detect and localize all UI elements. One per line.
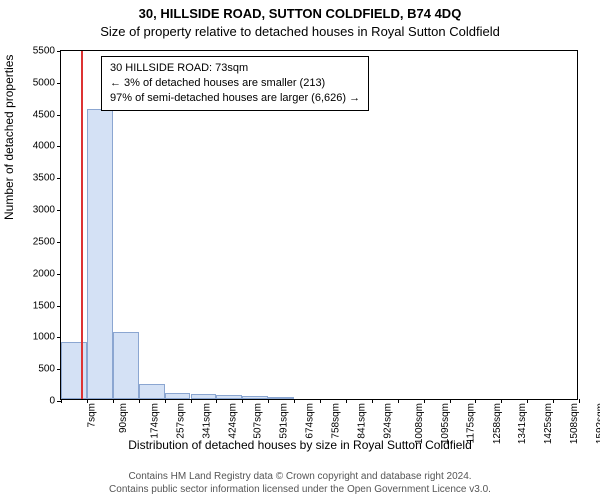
x-tick-label: 924sqm — [382, 403, 393, 439]
x-tick — [61, 399, 62, 403]
histogram-bar — [139, 384, 165, 399]
y-tick-label: 0 — [49, 396, 55, 407]
subject-property-line — [81, 51, 83, 399]
histogram-bar — [191, 394, 217, 399]
y-tick — [57, 51, 61, 52]
histogram-bar — [165, 393, 191, 399]
y-tick — [57, 274, 61, 275]
footer-attribution: Contains HM Land Registry data © Crown c… — [0, 471, 600, 496]
x-tick — [165, 399, 166, 403]
x-tick — [450, 399, 451, 403]
y-tick-label: 2500 — [33, 236, 55, 247]
x-tick-label: 90sqm — [118, 403, 129, 433]
x-tick-label: 257sqm — [175, 403, 186, 439]
y-tick-label: 500 — [38, 364, 55, 375]
y-tick-label: 3500 — [33, 173, 55, 184]
y-tick-label: 4000 — [33, 141, 55, 152]
x-tick — [139, 399, 140, 403]
plot-box: 0500100015002000250030003500400045005000… — [60, 50, 578, 400]
y-tick — [57, 115, 61, 116]
annotation-line: ← 3% of detached houses are smaller (213… — [110, 76, 360, 91]
x-tick — [242, 399, 243, 403]
y-tick-label: 3000 — [33, 205, 55, 216]
histogram-bar — [87, 109, 113, 399]
x-tick — [424, 399, 425, 403]
y-tick-label: 5000 — [33, 77, 55, 88]
x-tick — [372, 399, 373, 403]
x-tick — [191, 399, 192, 403]
histogram-bar — [242, 396, 268, 399]
plot-area: 0500100015002000250030003500400045005000… — [60, 50, 578, 400]
y-tick — [57, 306, 61, 307]
x-tick — [87, 399, 88, 403]
y-tick-label: 4500 — [33, 109, 55, 120]
x-tick-label: 841sqm — [357, 403, 368, 439]
y-axis-label: Number of detached properties — [2, 55, 16, 220]
x-tick — [553, 399, 554, 403]
x-tick — [501, 399, 502, 403]
x-tick-label: 674sqm — [305, 403, 316, 439]
annotation-line: 97% of semi-detached houses are larger (… — [110, 91, 360, 106]
y-tick — [57, 242, 61, 243]
y-tick — [57, 337, 61, 338]
annotation-box: 30 HILLSIDE ROAD: 73sqm← 3% of detached … — [101, 56, 369, 111]
x-tick-label: 424sqm — [227, 403, 238, 439]
chart-title-sub: Size of property relative to detached ho… — [0, 22, 600, 40]
x-tick — [113, 399, 114, 403]
y-tick-label: 5500 — [33, 46, 55, 57]
y-tick — [57, 210, 61, 211]
y-tick — [57, 146, 61, 147]
y-tick-label: 1500 — [33, 300, 55, 311]
x-tick-label: 174sqm — [149, 403, 160, 439]
x-axis-label: Distribution of detached houses by size … — [0, 438, 600, 452]
x-tick — [527, 399, 528, 403]
x-tick — [398, 399, 399, 403]
x-tick-label: 507sqm — [253, 403, 264, 439]
y-tick — [57, 178, 61, 179]
x-tick — [216, 399, 217, 403]
histogram-bar — [113, 332, 139, 399]
y-tick-label: 1000 — [33, 332, 55, 343]
annotation-line: 30 HILLSIDE ROAD: 73sqm — [110, 61, 360, 76]
chart-container: 30, HILLSIDE ROAD, SUTTON COLDFIELD, B74… — [0, 0, 600, 500]
x-tick-label: 758sqm — [331, 403, 342, 439]
x-tick-label: 7sqm — [86, 403, 97, 427]
x-tick-label: 591sqm — [279, 403, 290, 439]
y-tick — [57, 83, 61, 84]
x-tick — [475, 399, 476, 403]
footer-line-2: Contains public sector information licen… — [0, 484, 600, 497]
histogram-bar — [216, 395, 242, 399]
y-tick-label: 2000 — [33, 268, 55, 279]
histogram-bar — [268, 397, 294, 399]
footer-line-1: Contains HM Land Registry data © Crown c… — [0, 471, 600, 484]
x-tick — [320, 399, 321, 403]
x-tick-label: 341sqm — [201, 403, 212, 439]
x-tick — [294, 399, 295, 403]
x-tick — [579, 399, 580, 403]
x-tick — [268, 399, 269, 403]
chart-title-main: 30, HILLSIDE ROAD, SUTTON COLDFIELD, B74… — [0, 0, 600, 22]
x-tick — [346, 399, 347, 403]
